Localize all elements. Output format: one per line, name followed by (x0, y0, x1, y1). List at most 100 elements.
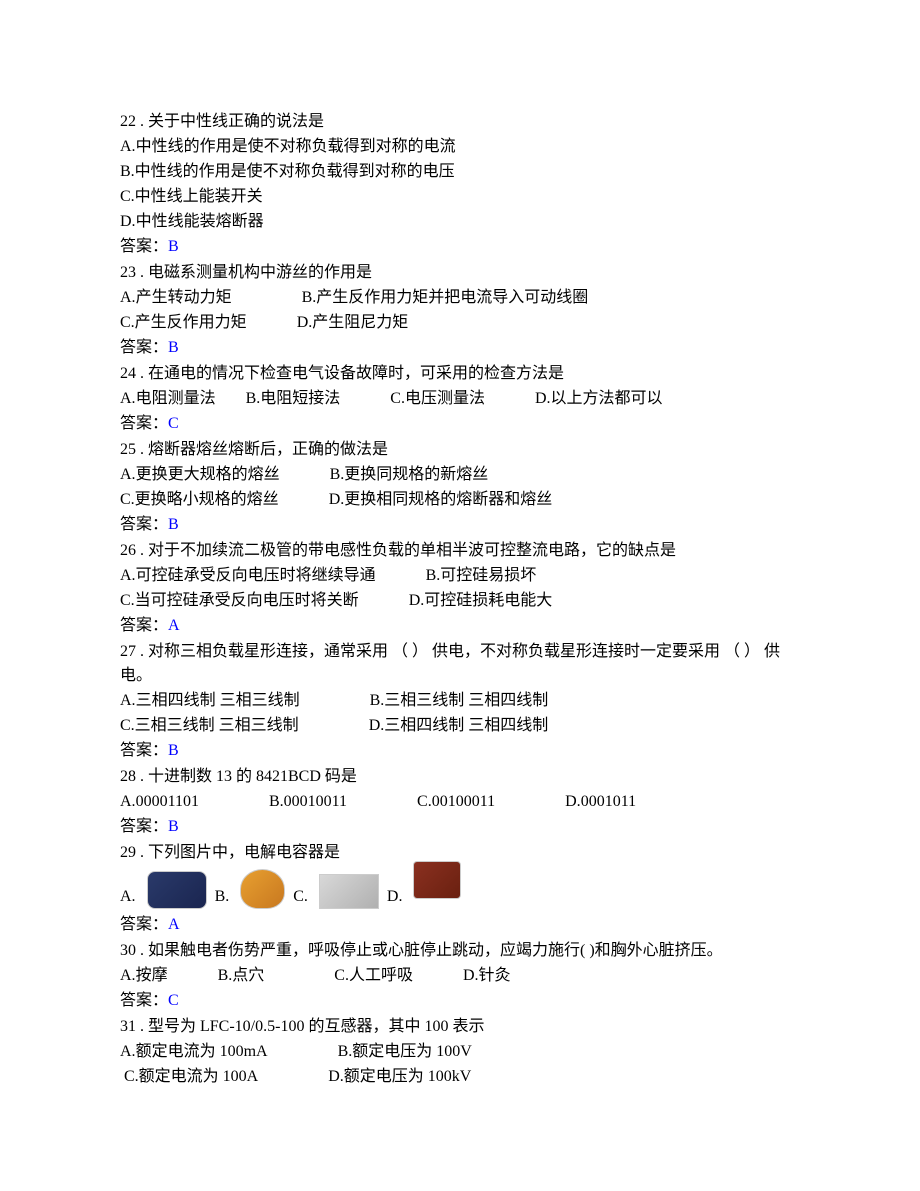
q-stem: 对称三相负载星形连接，通常采用 （ ） 供电，不对称负载星形连接时一定要采用 （… (120, 643, 780, 684)
opt-label: A. (120, 289, 136, 306)
opt-text: 产生转动力矩 (136, 289, 232, 306)
q-stem: 熔断器熔丝熔断后，正确的做法是 (148, 441, 388, 458)
question-25: 25 . 熔断器熔丝熔断后，正确的做法是 A.更换更大规格的熔丝B.更换同规格的… (120, 438, 800, 537)
capacitor-image-a (147, 871, 207, 909)
opt-text: 以上方法都可以 (551, 390, 663, 407)
option-row2: C.三相三线制 三相三线制D.三相四线制 三相四线制 (120, 714, 800, 738)
question-text: 25 . 熔断器熔丝熔断后，正确的做法是 (120, 438, 800, 462)
image-option-row: A. B. C. D. (120, 869, 800, 909)
opt-label: A. (120, 967, 136, 984)
answer: 答案：C (120, 989, 800, 1013)
opt-label: C. (120, 717, 135, 734)
question-26: 26 . 对于不加续流二极管的带电感性负载的单相半波可控整流电路，它的缺点是 A… (120, 539, 800, 638)
answer-value: B (168, 742, 179, 759)
answer: 答案：A (120, 614, 800, 638)
opt-text: 产生阻尼力矩 (312, 314, 408, 331)
q-stem: 对于不加续流二极管的带电感性负载的单相半波可控整流电路，它的缺点是 (148, 542, 676, 559)
opt-text: 可控硅损耗电能大 (424, 592, 552, 609)
opt-text: 额定电压为 100kV (344, 1068, 472, 1085)
answer: 答案：B (120, 815, 800, 839)
opt-text: 额定电流为 100mA (136, 1043, 268, 1060)
opt-text: 00001101 (136, 793, 199, 810)
opt-label: D. (535, 390, 551, 407)
answer-label: 答案： (120, 617, 168, 634)
opt-text: 点穴 (232, 967, 264, 984)
option-row2: C.当可控硅承受反向电压时将关断D.可控硅损耗电能大 (120, 589, 800, 613)
opt-label: D. (409, 592, 425, 609)
answer-value: B (168, 339, 179, 356)
opt-text: 针灸 (479, 967, 511, 984)
option-row1: A.三相四线制 三相三线制B.三相三线制 三相四线制 (120, 689, 800, 713)
opt-text: 更换更大规格的熔丝 (136, 466, 280, 483)
answer-value: B (168, 516, 179, 533)
opt-text: 电压测量法 (405, 390, 485, 407)
opt-label: D. (463, 967, 479, 984)
opt-label: D. (565, 793, 581, 810)
answer: 答案：C (120, 412, 800, 436)
q-num: 30 (120, 942, 136, 959)
opt-label: B. (120, 163, 135, 180)
q-num: 24 (120, 365, 136, 382)
opt-label: B. (218, 967, 233, 984)
opt-label: A. (120, 390, 136, 407)
opt-text: 更换略小规格的熔丝 (135, 491, 279, 508)
question-30: 30 . 如果触电者伤势严重，呼吸停止或心脏停止跳动，应竭力施行( )和胸外心脏… (120, 939, 800, 1013)
opt-label: A. (120, 1043, 136, 1060)
opt-label: D. (369, 717, 385, 734)
opt-label: C. (334, 967, 349, 984)
opt-label: A. (120, 793, 136, 810)
opt-label: B. (302, 289, 317, 306)
opt-label: A. (120, 692, 136, 709)
answer: 答案：B (120, 235, 800, 259)
opt-label: B. (426, 567, 441, 584)
opt-text: 三相四线制 三相四线制 (384, 717, 548, 734)
q-num: 26 (120, 542, 136, 559)
opt-label-d: D. (387, 885, 403, 909)
answer-value: B (168, 818, 179, 835)
opt-label: C. (120, 314, 135, 331)
answer: 答案：A (120, 913, 800, 937)
opt-label-a: A. (120, 885, 136, 909)
opt-label: C. (120, 491, 135, 508)
q-stem: 电磁系测量机构中游丝的作用是 (148, 264, 372, 281)
question-text: 23 . 电磁系测量机构中游丝的作用是 (120, 261, 800, 285)
opt-text: 电阻测量法 (136, 390, 216, 407)
question-text: 30 . 如果触电者伤势严重，呼吸停止或心脏停止跳动，应竭力施行( )和胸外心脏… (120, 939, 800, 963)
capacitor-image-c (319, 874, 379, 909)
option-b: B.中性线的作用是使不对称负载得到对称的电压 (120, 160, 800, 184)
option-row1: A.更换更大规格的熔丝B.更换同规格的新熔丝 (120, 463, 800, 487)
opt-label: A. (120, 138, 136, 155)
opt-label: B. (338, 1043, 353, 1060)
question-27: 27 . 对称三相负载星形连接，通常采用 （ ） 供电，不对称负载星形连接时一定… (120, 640, 800, 763)
option-row2: C.产生反作用力矩D.产生阻尼力矩 (120, 311, 800, 335)
answer-label: 答案： (120, 818, 168, 835)
opt-text: 00010011 (284, 793, 347, 810)
opt-label: C. (390, 390, 405, 407)
answer-value: A (168, 916, 180, 933)
opt-text: 当可控硅承受反向电压时将关断 (135, 592, 359, 609)
option-d: D.中性线能装熔断器 (120, 210, 800, 234)
question-text: 28 . 十进制数 13 的 8421BCD 码是 (120, 765, 800, 789)
question-29: 29 . 下列图片中，电解电容器是 A. B. C. D. 答案：A (120, 841, 800, 937)
question-23: 23 . 电磁系测量机构中游丝的作用是 A.产生转动力矩B.产生反作用力矩并把电… (120, 261, 800, 360)
answer-label: 答案： (120, 992, 168, 1009)
q-stem: 如果触电者伤势严重，呼吸停止或心脏停止跳动，应竭力施行( )和胸外心脏挤压。 (148, 942, 723, 959)
q-num: 29 (120, 844, 136, 861)
q-stem: 下列图片中，电解电容器是 (148, 844, 340, 861)
question-28: 28 . 十进制数 13 的 8421BCD 码是 A.00001101B.00… (120, 765, 800, 839)
opt-text: 中性线能装熔断器 (136, 213, 264, 230)
question-text: 26 . 对于不加续流二极管的带电感性负载的单相半波可控整流电路，它的缺点是 (120, 539, 800, 563)
option-row2: C.更换略小规格的熔丝D.更换相同规格的熔断器和熔丝 (120, 488, 800, 512)
opt-text: 可控硅易损坏 (440, 567, 536, 584)
opt-text: 产生反作用力矩 (135, 314, 247, 331)
answer: 答案：B (120, 336, 800, 360)
option-row1: A.可控硅承受反向电压时将继续导通B.可控硅易损坏 (120, 564, 800, 588)
opt-text: 更换相同规格的熔断器和熔丝 (344, 491, 552, 508)
q-num: 31 (120, 1018, 136, 1035)
answer-value: B (168, 238, 179, 255)
question-text: 24 . 在通电的情况下检查电气设备故障时，可采用的检查方法是 (120, 362, 800, 386)
answer-label: 答案： (120, 238, 168, 255)
q-num: 27 (120, 643, 136, 660)
opt-text: 按摩 (136, 967, 168, 984)
opt-text: 中性线的作用是使不对称负载得到对称的电流 (136, 138, 456, 155)
